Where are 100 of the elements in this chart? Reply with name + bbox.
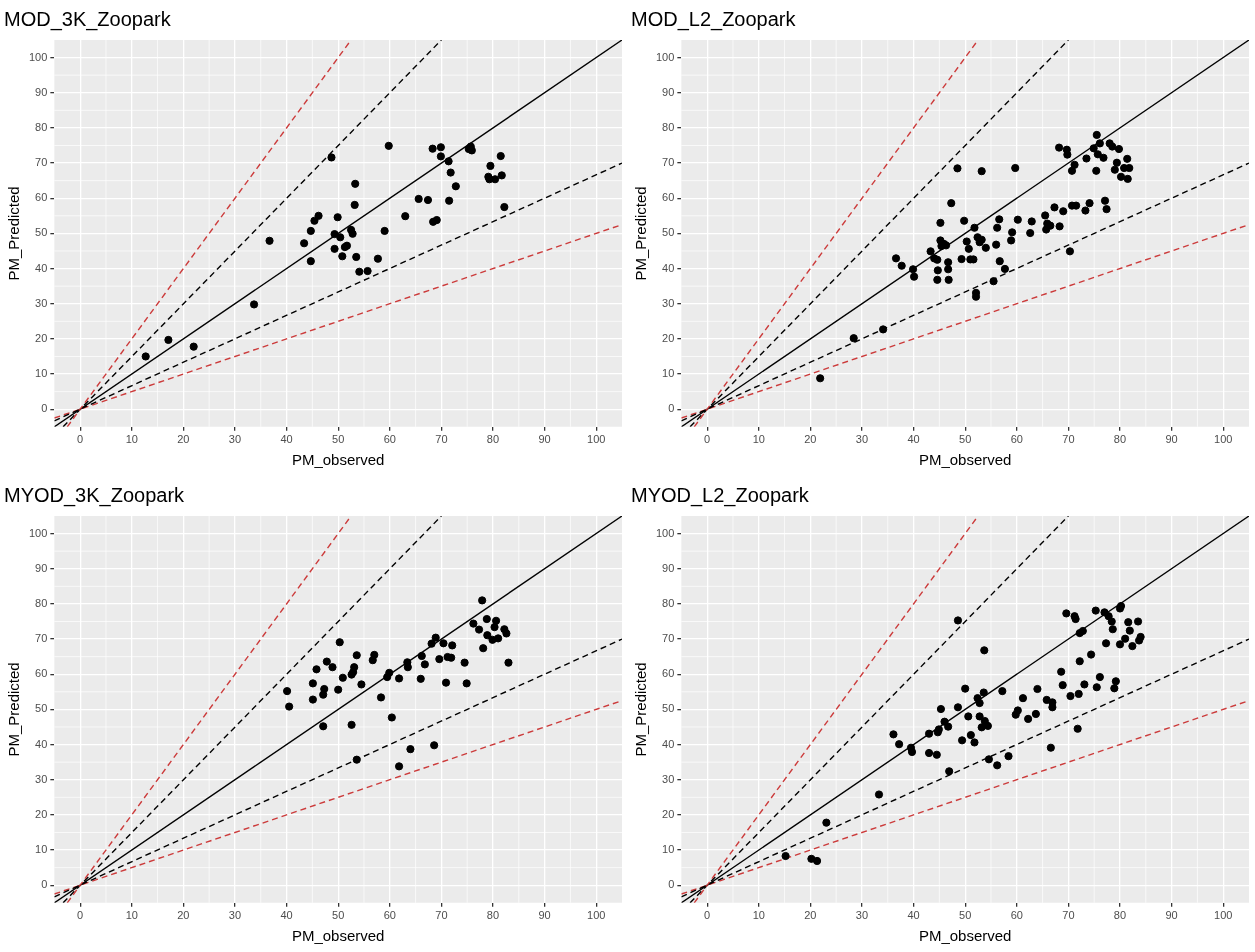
x-tick-label: 70 <box>435 433 448 446</box>
y-tick-label: 90 <box>662 561 675 574</box>
x-tick-label: 90 <box>1165 909 1178 922</box>
x-axis-title: PM_observed <box>918 451 1012 469</box>
chart-title: MOD_L2_Zoopark <box>631 7 797 31</box>
x-tick-label: 100 <box>587 433 606 446</box>
y-tick-label: 60 <box>662 667 675 680</box>
y-tick-label: 20 <box>35 807 48 820</box>
x-tick-label: 20 <box>804 909 817 922</box>
x-axis-title: PM_observed <box>291 927 385 945</box>
x-tick-label: 40 <box>280 433 293 446</box>
x-tick-label: 30 <box>228 433 242 446</box>
y-tick-label: 80 <box>35 596 48 609</box>
y-tick-label: 70 <box>35 156 48 169</box>
x-tick-label: 60 <box>383 909 396 922</box>
x-tick-label: 60 <box>1010 433 1023 446</box>
x-tick-label: 50 <box>959 909 972 922</box>
y-tick-label: 60 <box>35 667 48 680</box>
y-tick-label: 30 <box>662 296 675 309</box>
y-tick-label: 100 <box>28 50 48 63</box>
x-tick-label: 30 <box>228 909 242 922</box>
y-tick-label: 10 <box>35 843 48 856</box>
chart-title: MYOD_L2_Zoopark <box>631 483 810 507</box>
y-tick-label: 50 <box>662 702 675 715</box>
y-tick-label: 40 <box>35 261 48 274</box>
x-tick-label: 10 <box>752 433 765 446</box>
x-tick-label: 10 <box>752 909 765 922</box>
y-tick-label: 70 <box>662 156 675 169</box>
y-tick-label: 100 <box>28 526 48 539</box>
x-tick-label: 30 <box>855 909 869 922</box>
x-tick-label: 0 <box>77 433 84 446</box>
y-axis-title: PM_Predicted <box>632 662 650 757</box>
x-tick-label: 100 <box>1214 433 1233 446</box>
x-tick-label: 90 <box>1165 433 1178 446</box>
x-tick-label: 0 <box>704 433 711 446</box>
y-tick-label: 100 <box>655 50 675 63</box>
x-tick-label: 100 <box>1214 909 1233 922</box>
y-tick-label: 100 <box>655 526 675 539</box>
y-axis-title: PM_Predicted <box>5 186 23 281</box>
x-tick-label: 50 <box>332 433 345 446</box>
x-tick-label: 70 <box>1062 909 1075 922</box>
y-tick-label: 40 <box>35 737 48 750</box>
y-tick-label: 60 <box>662 191 675 204</box>
x-tick-label: 60 <box>1010 909 1023 922</box>
x-tick-label: 20 <box>177 909 190 922</box>
y-tick-label: 10 <box>35 367 48 380</box>
x-tick-label: 0 <box>77 909 84 922</box>
y-tick-label: 0 <box>668 878 675 891</box>
y-axis-title: PM_Predicted <box>5 662 23 757</box>
x-tick-label: 40 <box>907 909 920 922</box>
x-tick-label: 20 <box>804 433 817 446</box>
x-tick-label: 60 <box>383 433 396 446</box>
chart-title: MOD_3K_Zoopark <box>4 7 172 31</box>
x-tick-label: 50 <box>332 909 345 922</box>
y-tick-label: 0 <box>41 402 48 415</box>
x-tick-label: 100 <box>587 909 606 922</box>
x-tick-label: 90 <box>538 909 551 922</box>
chart-title: MYOD_3K_Zoopark <box>4 483 186 507</box>
x-tick-label: 40 <box>280 909 293 922</box>
x-tick-label: 80 <box>1113 433 1127 446</box>
y-tick-label: 10 <box>662 367 675 380</box>
y-tick-label: 30 <box>35 296 48 309</box>
y-tick-label: 70 <box>35 632 48 645</box>
x-tick-label: 10 <box>125 909 138 922</box>
y-tick-label: 0 <box>41 878 48 891</box>
y-tick-label: 90 <box>35 85 48 98</box>
x-tick-label: 80 <box>1113 909 1127 922</box>
x-tick-label: 30 <box>855 433 869 446</box>
x-tick-label: 20 <box>177 433 190 446</box>
y-tick-label: 60 <box>35 191 48 204</box>
y-tick-label: 30 <box>662 772 675 785</box>
y-tick-label: 80 <box>662 596 675 609</box>
y-tick-label: 40 <box>662 737 675 750</box>
y-tick-label: 40 <box>662 261 675 274</box>
y-tick-label: 10 <box>662 843 675 856</box>
y-tick-label: 0 <box>668 402 675 415</box>
y-tick-label: 20 <box>662 331 675 344</box>
y-tick-label: 20 <box>662 807 675 820</box>
y-tick-label: 90 <box>35 561 48 574</box>
y-tick-label: 20 <box>35 331 48 344</box>
y-tick-label: 90 <box>662 85 675 98</box>
x-tick-label: 70 <box>435 909 448 922</box>
x-tick-label: 70 <box>1062 433 1075 446</box>
y-tick-label: 80 <box>35 120 48 133</box>
y-tick-label: 30 <box>35 772 48 785</box>
x-tick-label: 10 <box>125 433 138 446</box>
y-axis-title: PM_Predicted <box>632 186 650 281</box>
x-tick-label: 40 <box>907 433 920 446</box>
x-tick-label: 80 <box>486 433 500 446</box>
x-tick-label: 0 <box>704 909 711 922</box>
y-tick-label: 50 <box>35 702 48 715</box>
x-tick-label: 90 <box>538 433 551 446</box>
x-tick-label: 80 <box>486 909 500 922</box>
y-tick-label: 80 <box>662 120 675 133</box>
y-tick-label: 50 <box>35 226 48 239</box>
x-axis-title: PM_observed <box>291 451 385 469</box>
x-tick-label: 50 <box>959 433 972 446</box>
x-axis-title: PM_observed <box>918 927 1012 945</box>
y-tick-label: 70 <box>662 632 675 645</box>
y-tick-label: 50 <box>662 226 675 239</box>
